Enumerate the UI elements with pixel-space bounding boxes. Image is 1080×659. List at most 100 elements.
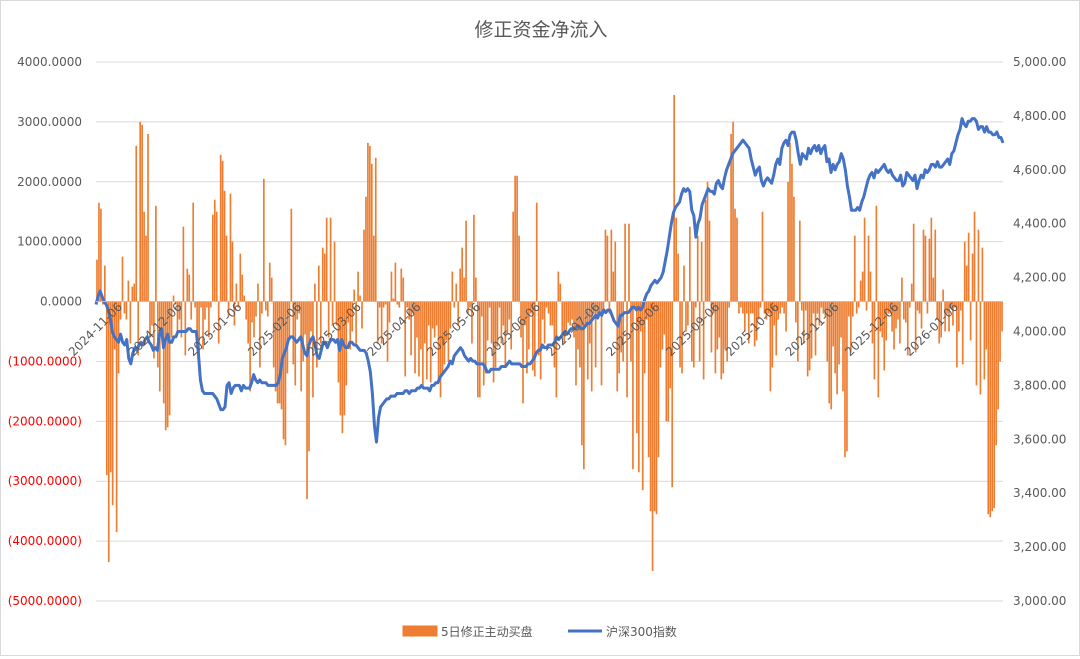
- bar: [867, 235, 870, 302]
- bar: [873, 301, 876, 380]
- bar: [355, 301, 357, 344]
- bar: [714, 301, 717, 374]
- bar: [932, 277, 935, 302]
- bar: [673, 94, 675, 302]
- bar: [1001, 301, 1003, 332]
- legend-swatch-bar: [402, 625, 438, 637]
- bar: [842, 301, 844, 392]
- bar: [461, 247, 463, 302]
- bar: [292, 301, 295, 365]
- bar: [543, 301, 546, 344]
- bar: [844, 301, 846, 458]
- bar: [692, 301, 695, 368]
- bar: [679, 301, 681, 368]
- bar: [791, 163, 793, 302]
- bar: [634, 301, 636, 308]
- bar: [879, 301, 882, 332]
- bar: [314, 283, 316, 302]
- bar: [637, 301, 640, 473]
- bar: [895, 301, 897, 329]
- bar: [826, 301, 829, 362]
- bar: [797, 301, 799, 362]
- bar: [341, 301, 344, 434]
- bar: [553, 301, 556, 368]
- bar: [586, 301, 589, 380]
- bar: [500, 301, 503, 344]
- bar: [922, 229, 925, 302]
- bar: [121, 256, 124, 302]
- right-axis-tick-label: 4,800.00: [1013, 109, 1066, 123]
- bar: [477, 301, 479, 398]
- bar: [406, 301, 409, 308]
- bar: [435, 301, 438, 326]
- bar: [669, 301, 672, 389]
- bar: [508, 301, 511, 320]
- bar: [229, 193, 232, 302]
- line-series-group: [94, 117, 1005, 444]
- bar: [957, 301, 960, 332]
- bar: [396, 301, 399, 305]
- bar: [906, 301, 909, 356]
- bar: [653, 301, 656, 512]
- left-axis-tick-label: 2000.0000: [17, 175, 82, 189]
- bar: [253, 301, 255, 338]
- bar: [319, 301, 322, 344]
- bar: [367, 142, 369, 302]
- bar: [263, 178, 265, 302]
- bar: [810, 301, 813, 359]
- bar: [948, 301, 950, 332]
- bar: [484, 301, 487, 374]
- bar: [206, 301, 208, 308]
- bar: [194, 301, 196, 308]
- bar: [722, 301, 725, 374]
- bar: [333, 241, 336, 302]
- bar: [592, 301, 595, 314]
- bar: [390, 271, 393, 302]
- bar: [304, 301, 306, 335]
- bar: [952, 301, 954, 326]
- bar: [353, 289, 355, 302]
- bar: [836, 301, 838, 395]
- bar: [459, 268, 462, 302]
- left-axis-tick-label: (1000.0000): [8, 354, 82, 368]
- bar: [139, 121, 142, 302]
- bar: [655, 301, 658, 515]
- bar: [113, 301, 116, 350]
- bar: [971, 253, 974, 302]
- bar: [977, 229, 980, 302]
- right-axis-tick-label: 4,400.00: [1013, 217, 1066, 231]
- line-series-path: [94, 117, 1005, 444]
- bar: [441, 301, 444, 374]
- bar: [510, 301, 513, 350]
- bar: [357, 271, 359, 302]
- bar: [241, 274, 244, 302]
- legend: 5日修正主动买盘 沪深300指数: [402, 624, 677, 639]
- bar: [312, 301, 314, 398]
- bar: [239, 253, 242, 302]
- bar: [928, 238, 931, 302]
- bar: [133, 283, 136, 302]
- bar: [127, 280, 130, 302]
- bar: [531, 301, 534, 371]
- bar: [447, 301, 450, 362]
- bar: [425, 301, 428, 380]
- bar: [993, 301, 995, 509]
- bar: [363, 229, 365, 302]
- bar: [904, 301, 907, 323]
- bar: [901, 277, 903, 302]
- bar: [618, 301, 621, 374]
- bar: [496, 301, 499, 347]
- bar: [327, 301, 330, 338]
- bar: [408, 301, 410, 320]
- bar: [749, 301, 752, 314]
- bar: [622, 301, 624, 362]
- bar: [726, 301, 729, 362]
- bar: [300, 301, 302, 392]
- bar: [482, 301, 485, 386]
- bar: [105, 301, 108, 476]
- bar: [822, 301, 825, 314]
- bar: [186, 268, 189, 302]
- bar: [310, 301, 312, 332]
- bar: [180, 301, 183, 338]
